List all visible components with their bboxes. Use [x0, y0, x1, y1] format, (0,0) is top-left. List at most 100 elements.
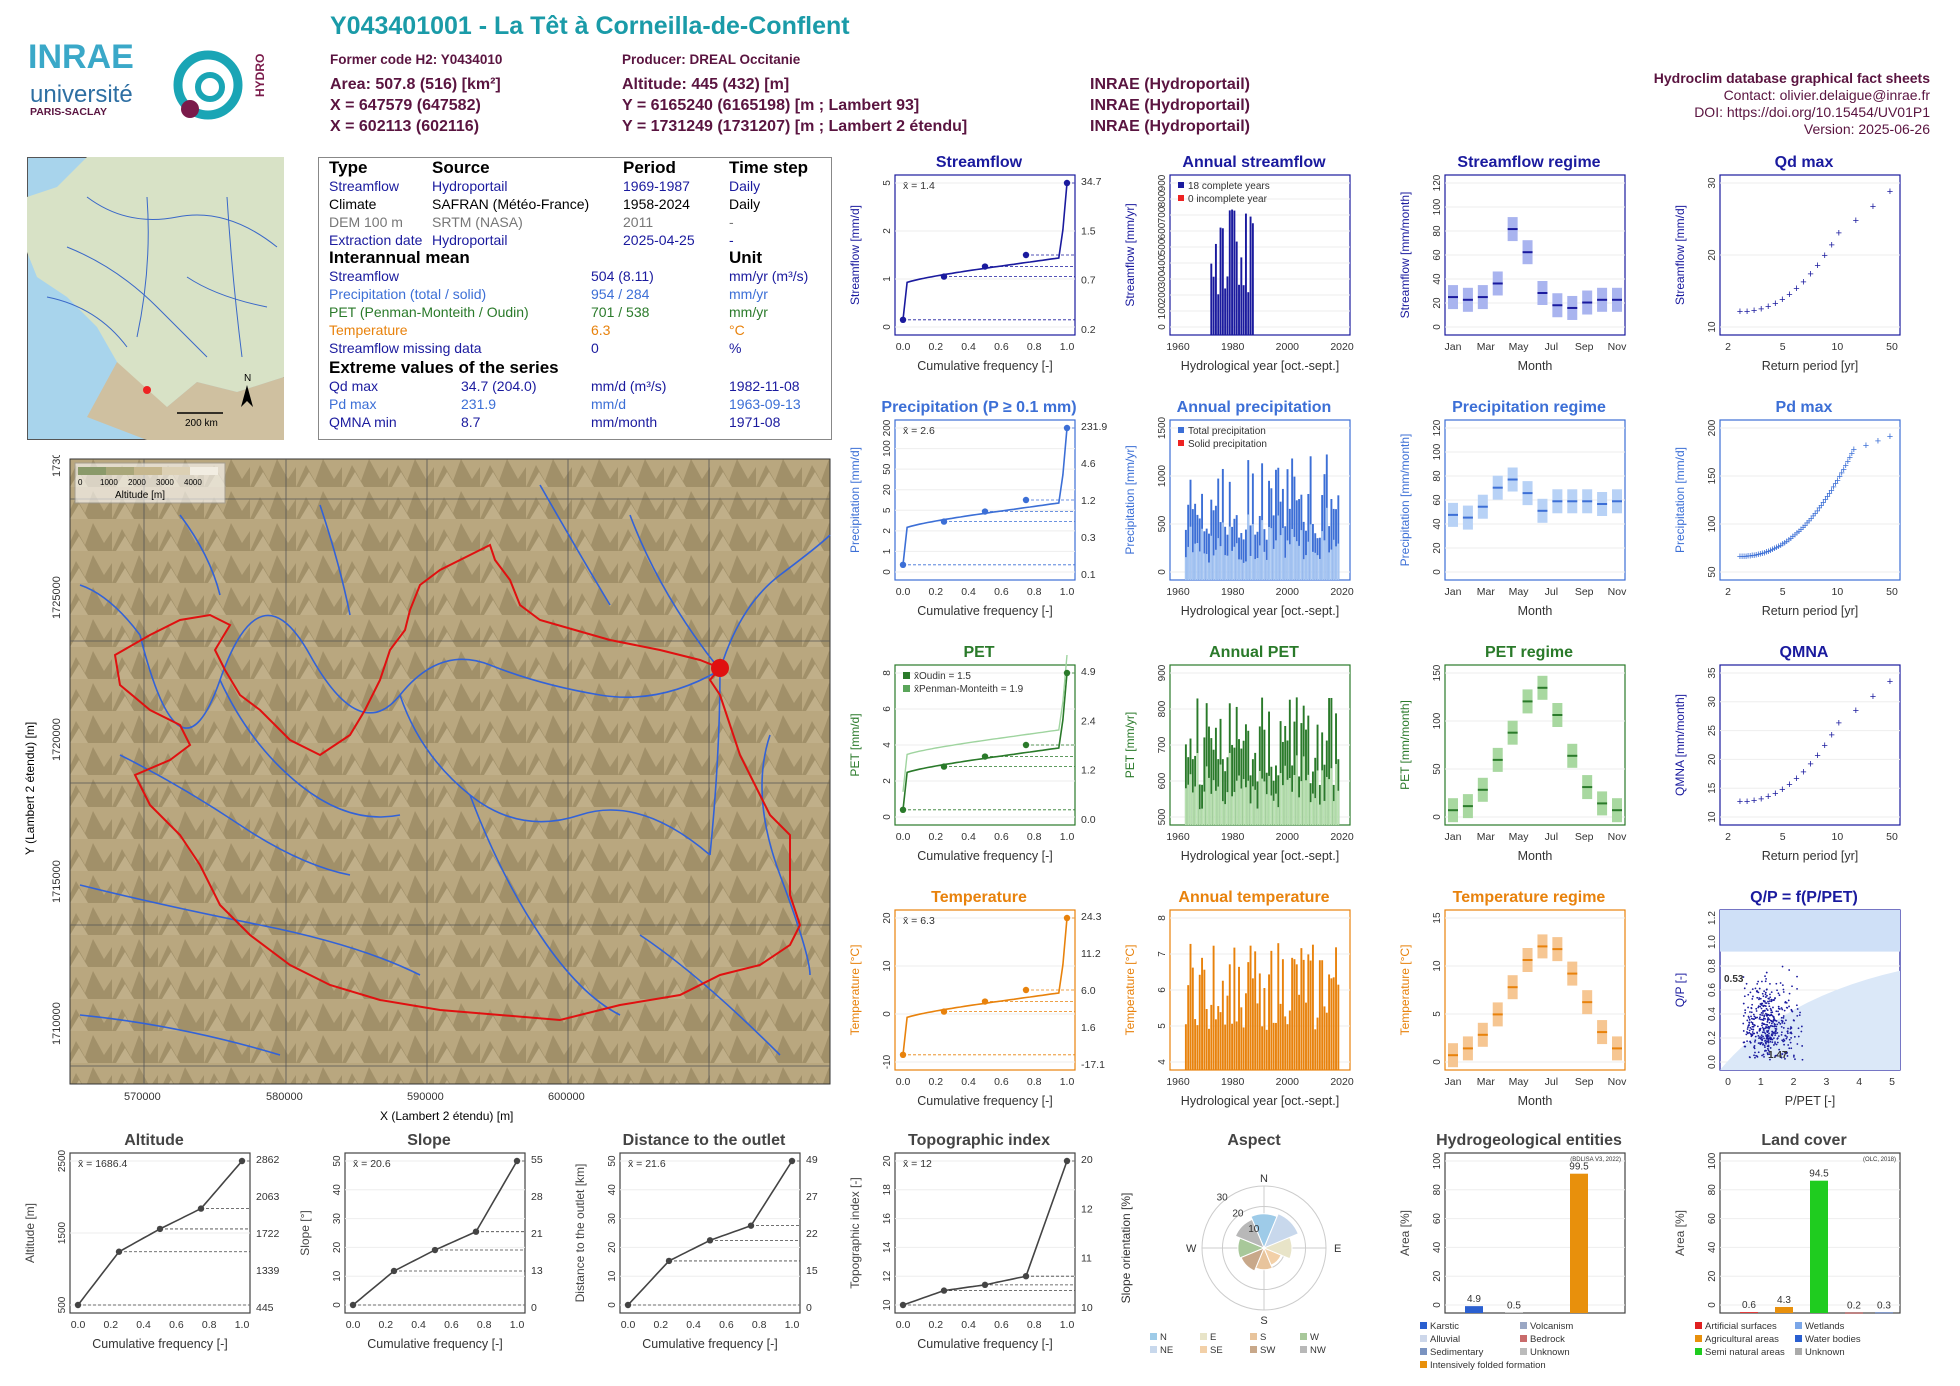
budyko-point [1782, 991, 1785, 993]
annual-bar [1261, 1026, 1264, 1070]
budyko-point [1779, 982, 1782, 984]
y-tick: 0 [882, 569, 893, 575]
x-tick: 0.4 [961, 586, 976, 598]
source-note: (BDLISA V3, 2022) [1570, 1157, 1621, 1163]
category-bar [1505, 1312, 1523, 1313]
x-axis-label: Cumulative frequency [-] [917, 1094, 1052, 1108]
annual-bar [1231, 1023, 1234, 1070]
annual-bar [1242, 539, 1245, 580]
return-point: + [1745, 551, 1751, 563]
annual-bar [1261, 697, 1264, 825]
annual-bar-sub [1261, 778, 1264, 825]
x-tick: 5 [1780, 831, 1786, 843]
x-tick: 0.4 [961, 1319, 976, 1331]
legend-label: 18 complete years [1188, 181, 1270, 192]
y-tick: 20 [1432, 1270, 1443, 1282]
plot-marks [899, 914, 1075, 1058]
return-point: + [1853, 215, 1859, 227]
annual-bar [1210, 263, 1213, 335]
budyko-point [1764, 991, 1767, 994]
return-point: + [1765, 546, 1771, 558]
annual-bar-sub [1268, 775, 1270, 825]
annual-bar [1242, 1027, 1245, 1070]
budyko-point [1754, 987, 1757, 990]
plot-marks [899, 1157, 1075, 1309]
legend-swatch [903, 672, 910, 679]
y-tick: 5 [882, 180, 893, 186]
annual-bar [1249, 216, 1252, 335]
category-bar [1875, 1312, 1893, 1314]
budyko-point [1758, 997, 1761, 999]
info-row-type: Climate [329, 196, 377, 212]
x-tick: 2000 [1276, 1076, 1300, 1088]
annual-bar-sub [1332, 539, 1335, 580]
annual-bar-sub [1191, 792, 1194, 825]
budyko-point [1769, 1040, 1772, 1043]
annual-bar-sub [1323, 540, 1326, 580]
budyko-point [1762, 1053, 1765, 1056]
x-axis-label: Cumulative frequency [-] [917, 1337, 1052, 1351]
extreme-date: 1971-08 [729, 414, 781, 430]
x-tick: 1.0 [1060, 586, 1075, 598]
x-tick: Mar [1477, 1076, 1496, 1088]
annual-bar [1263, 729, 1266, 825]
budyko-point [1747, 1006, 1749, 1009]
annual-bar-sub [1298, 545, 1301, 580]
legend-swatch [1795, 1335, 1802, 1342]
return-point: + [1751, 550, 1757, 562]
annual-bar-sub [1284, 557, 1287, 580]
y-tick: 200 [882, 419, 893, 436]
return-point: + [1834, 475, 1840, 487]
aspect-wedge [1263, 1212, 1300, 1249]
legend-label: Sedimentary [1430, 1347, 1484, 1358]
x-axis-label: Hydrological year [oct.-sept.] [1181, 604, 1339, 618]
annual-bar-sub [1189, 526, 1192, 580]
category-value: 0.6 [1742, 1300, 1756, 1311]
budyko-point [1779, 1023, 1782, 1025]
annual-bar-sub [1272, 548, 1275, 580]
x-tick: 2020 [1330, 586, 1354, 598]
budyko-point [1747, 993, 1750, 996]
annual-bar [1318, 537, 1321, 580]
budyko-point [1749, 1033, 1752, 1035]
annual-bar-sub [1302, 756, 1305, 825]
annual-bar [1194, 1019, 1197, 1070]
right-tick: 0.1 [1081, 569, 1096, 581]
annual-bar-sub [1201, 808, 1204, 825]
annual-bar [1205, 703, 1208, 825]
x-tick: 0.0 [896, 1319, 911, 1331]
annual-bar-sub [1305, 780, 1307, 825]
budyko-point [1772, 1021, 1775, 1023]
plot-marks [1448, 675, 1622, 823]
annual-bar-sub [1288, 544, 1291, 580]
y-tick: 10 [607, 1270, 618, 1282]
chart-title: Annual temperature [1178, 889, 1329, 906]
mean-value: 504 (8.11) [591, 268, 654, 284]
budyko-point [1776, 1037, 1779, 1039]
y-tick: 16 [882, 1213, 893, 1225]
annual-bar-sub [1337, 543, 1340, 580]
right-tick: 0.0 [1081, 814, 1096, 826]
annual-bar-sub [1231, 796, 1234, 825]
svg-text:2000: 2000 [128, 478, 146, 487]
y-axis-label: Area [%] [1673, 1210, 1687, 1256]
x-tick: May [1509, 586, 1530, 598]
legend-label: Karstic [1430, 1321, 1459, 1332]
annual-bar-sub [1275, 793, 1277, 825]
y-tick: 0.2 [1707, 1031, 1718, 1045]
right-tick: 22 [806, 1228, 818, 1240]
info-row-source: Hydroportail [432, 178, 508, 194]
y-tick: 300 [1157, 270, 1168, 287]
budyko-point [1769, 1058, 1771, 1061]
y-axis-label: Area [%] [1398, 1210, 1412, 1256]
annual-bar-sub [1284, 765, 1287, 825]
annual-bar-sub [1272, 800, 1275, 825]
x-tick: Jan [1445, 1076, 1462, 1088]
map-ylabel: Y (Lambert 2 étendu) [m] [23, 722, 37, 855]
y-tick: 2 [882, 228, 893, 234]
category-value: 4.3 [1777, 1295, 1791, 1306]
return-point: + [1818, 500, 1824, 512]
annual-bar-sub [1325, 507, 1328, 580]
x-tick: 5 [1780, 341, 1786, 353]
plot-frame [894, 174, 1076, 336]
